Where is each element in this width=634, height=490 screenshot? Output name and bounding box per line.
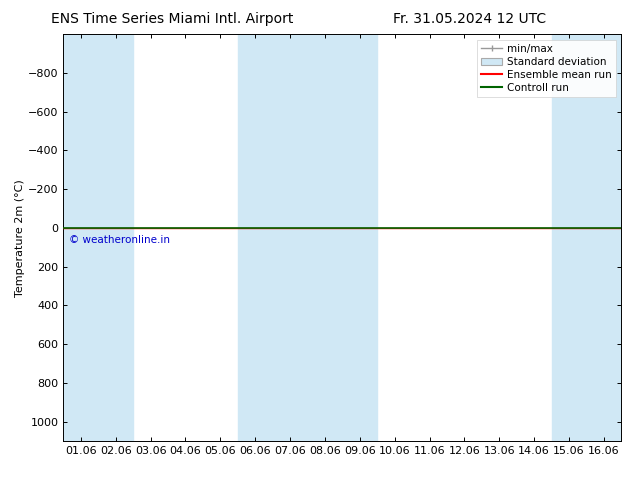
Bar [342,34,377,441]
Text: Fr. 31.05.2024 12 UTC: Fr. 31.05.2024 12 UTC [393,12,547,26]
Text: ENS Time Series Miami Intl. Airport: ENS Time Series Miami Intl. Airport [51,12,293,26]
Legend: min/max, Standard deviation, Ensemble mean run, Controll run: min/max, Standard deviation, Ensemble me… [477,40,616,97]
Bar [63,34,98,441]
Bar [238,34,273,441]
Bar [98,34,133,441]
Bar [552,34,586,441]
Text: © weatheronline.in: © weatheronline.in [69,235,170,245]
Bar [307,34,342,441]
Y-axis label: Temperature 2m (°C): Temperature 2m (°C) [15,179,25,296]
Bar [273,34,307,441]
Bar [586,34,621,441]
